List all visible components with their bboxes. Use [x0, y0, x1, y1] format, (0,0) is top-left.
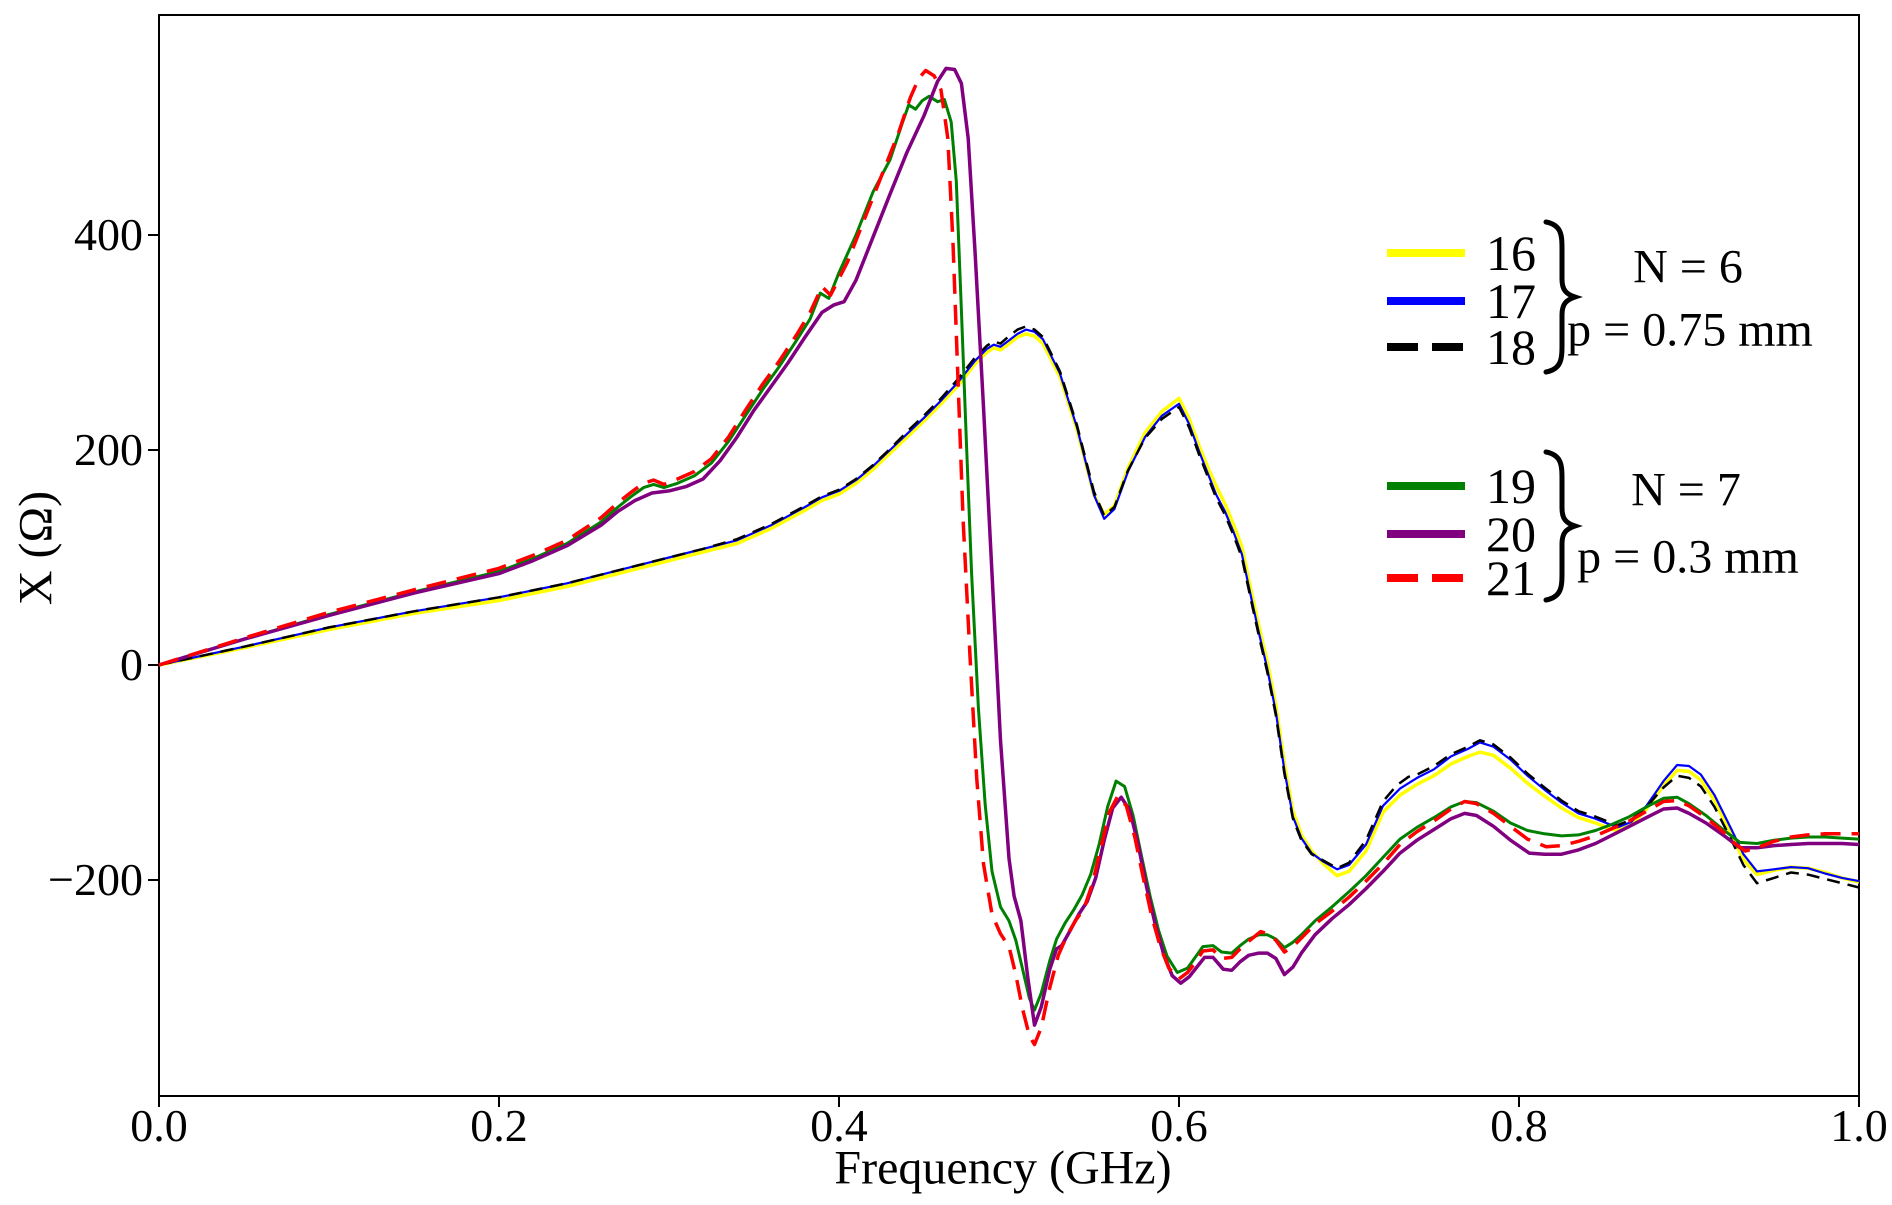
legend-swatch-19: [1387, 482, 1465, 490]
x-tick-label-0.4: 0.4: [810, 1100, 868, 1151]
x-tick-label-0.8: 0.8: [1490, 1100, 1548, 1151]
legend-label-18: 18: [1486, 319, 1536, 375]
series-17-line: [158, 328, 1860, 883]
x-tick-label-0.0: 0.0: [130, 1100, 188, 1151]
x-tick-label-0.6: 0.6: [1150, 1100, 1208, 1151]
legend-swatch-18: [1387, 343, 1465, 351]
legend-brace-group1: [1543, 219, 1583, 375]
series-18-line: [158, 325, 1860, 889]
legend-swatch-20: [1387, 530, 1465, 538]
y-tick-label-neg200: −200: [48, 854, 143, 905]
legend-label-21: 21: [1486, 550, 1536, 606]
series-20-line: [158, 66, 1860, 1027]
x-tick-label-0.2: 0.2: [470, 1100, 528, 1151]
y-tick-label-200: 200: [74, 424, 143, 475]
legend-swatch-17: [1387, 297, 1465, 305]
legend-brace-group2: [1543, 449, 1583, 603]
legend-group2-p-text: p = 0.3 mm: [1577, 530, 1799, 584]
legend-group1-n-text: N = 6: [1633, 240, 1743, 294]
legend-group2-n-text: N = 7: [1631, 463, 1741, 517]
legend-swatch-16: [1387, 249, 1465, 257]
legend-label-19: 19: [1486, 458, 1536, 514]
x-axis-title: Frequency (GHz): [834, 1141, 1172, 1195]
plot-border: [158, 14, 1860, 1097]
y-tick-label-0: 0: [120, 639, 143, 690]
legend-label-17: 17: [1486, 273, 1536, 329]
y-tick-label-400: 400: [74, 209, 143, 260]
x-tick-label-1.0: 1.0: [1830, 1100, 1888, 1151]
y-axis-title: X (Ω): [9, 490, 63, 606]
legend-group1-p-text: p = 0.75 mm: [1567, 303, 1813, 357]
legend-swatch-21: [1387, 574, 1465, 582]
series-16-line: [158, 332, 1860, 884]
series-19-line: [158, 94, 1860, 1012]
legend-label-20: 20: [1486, 506, 1536, 562]
legend-label-16: 16: [1486, 225, 1536, 281]
